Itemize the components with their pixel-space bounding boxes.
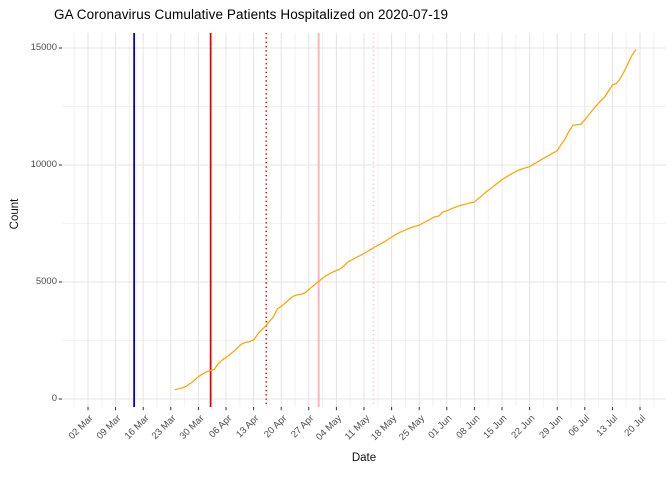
x-axis-title: Date <box>351 452 377 464</box>
chart-title: GA Coronavirus Cumulative Patients Hospi… <box>54 7 449 22</box>
y-tick-label: 0 <box>51 393 57 404</box>
y-tick-label: 15000 <box>30 42 57 53</box>
y-tick-label: 5000 <box>35 276 57 287</box>
series-line-cumulative-patients-hospitalized <box>174 49 637 391</box>
y-tick-label: 10000 <box>30 159 57 170</box>
